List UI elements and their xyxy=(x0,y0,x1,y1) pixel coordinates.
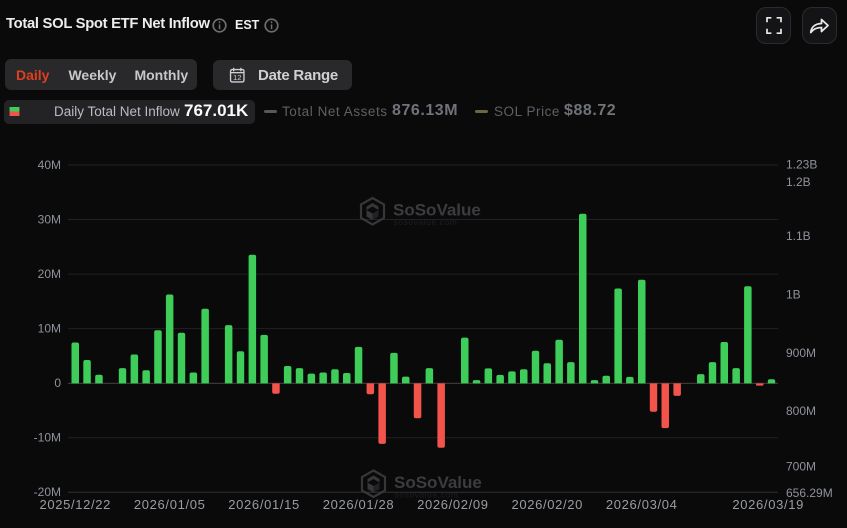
svg-text:2026/02/09: 2026/02/09 xyxy=(417,497,489,512)
svg-text:2025/12/22: 2025/12/22 xyxy=(40,497,112,512)
svg-text:1.2B: 1.2B xyxy=(786,175,811,189)
svg-text:2026/01/15: 2026/01/15 xyxy=(228,497,300,512)
svg-text:2026/03/19: 2026/03/19 xyxy=(732,497,804,512)
svg-text:2026/03/04: 2026/03/04 xyxy=(606,497,678,512)
svg-text:1.23B: 1.23B xyxy=(786,157,817,171)
svg-text:2026/01/28: 2026/01/28 xyxy=(323,497,395,512)
svg-text:2026/01/05: 2026/01/05 xyxy=(134,497,206,512)
svg-text:1.1B: 1.1B xyxy=(786,229,811,243)
svg-text:12: 12 xyxy=(232,73,241,82)
svg-text:900M: 900M xyxy=(786,346,816,360)
svg-text:sosovalue.com: sosovalue.com xyxy=(395,490,459,500)
svg-text:SoSoValue: SoSoValue xyxy=(393,201,481,220)
svg-text:0: 0 xyxy=(54,376,61,390)
svg-text:SoSoValue: SoSoValue xyxy=(394,473,482,492)
svg-text:-20M: -20M xyxy=(34,485,61,499)
svg-text:2026/02/20: 2026/02/20 xyxy=(512,497,584,512)
svg-text:1B: 1B xyxy=(786,288,801,302)
svg-text:sosovalue.com: sosovalue.com xyxy=(394,217,458,227)
svg-text:20M: 20M xyxy=(38,267,61,281)
svg-text:700M: 700M xyxy=(786,460,816,474)
svg-text:800M: 800M xyxy=(786,404,816,418)
svg-text:656.29M: 656.29M xyxy=(786,486,833,500)
svg-text:40M: 40M xyxy=(38,158,61,172)
svg-text:30M: 30M xyxy=(38,213,61,227)
svg-text:-10M: -10M xyxy=(34,431,61,445)
svg-text:10M: 10M xyxy=(38,322,61,336)
